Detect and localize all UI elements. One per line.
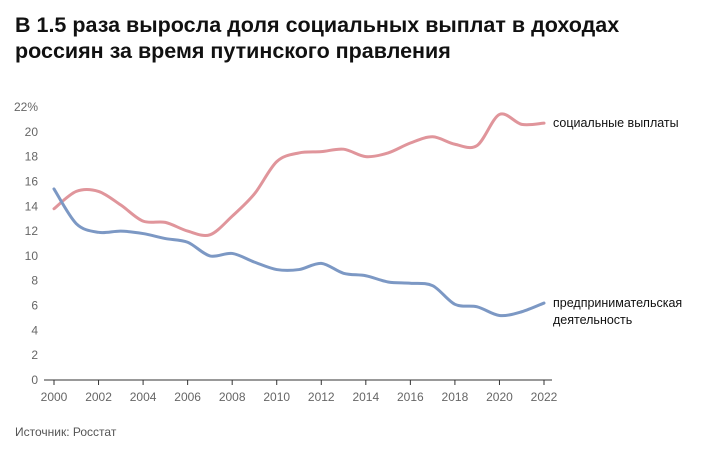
y-tick-label: 6 <box>31 299 38 313</box>
y-tick-label: 10 <box>25 249 39 263</box>
series-line-entrepreneurship <box>52 187 546 318</box>
y-tick-label: 4 <box>31 323 38 337</box>
axes: 0 2 4 6 8 10 12 14 16 18 20 22% 2000 2002 2004 2006 2008… <box>14 100 558 404</box>
series-label: предпринимательская <box>553 296 682 310</box>
x-tick-label: 2010 <box>263 390 290 404</box>
series-label: деятельность <box>553 313 632 327</box>
series-labels: социальные выплаты предпринимательская дея… <box>553 116 682 327</box>
y-tick-label: 8 <box>31 274 38 288</box>
y-tick-label: 18 <box>25 150 39 164</box>
y-tick-label: 12 <box>25 224 39 238</box>
x-tick-label: 2016 <box>397 390 424 404</box>
chart-title: В 1.5 раза выросла доля социальных выпла… <box>15 13 620 63</box>
x-tick-label: 2014 <box>352 390 379 404</box>
x-tick-label: 2008 <box>219 390 246 404</box>
x-tick-label: 2012 <box>308 390 335 404</box>
y-tick-label: 2 <box>31 348 38 362</box>
x-tick-label: 2002 <box>85 390 112 404</box>
series-line-social-payments <box>52 112 546 238</box>
x-tick-label: 2020 <box>486 390 513 404</box>
y-tick-label: 14 <box>25 199 39 213</box>
x-tick-label: 2018 <box>442 390 469 404</box>
series-label: социальные выплаты <box>553 116 679 130</box>
x-tick-label: 2006 <box>174 390 201 404</box>
series-lines <box>52 112 546 318</box>
y-tick-label: 16 <box>25 174 39 188</box>
x-tick-label: 2022 <box>531 390 558 404</box>
source-note: Источник: Росстат <box>15 425 117 439</box>
x-tick-label: 2000 <box>41 390 68 404</box>
y-tick-label: 20 <box>25 125 39 139</box>
x-tick-label: 2004 <box>130 390 157 404</box>
y-tick-label: 22% <box>14 100 38 114</box>
y-tick-label: 0 <box>31 373 38 387</box>
